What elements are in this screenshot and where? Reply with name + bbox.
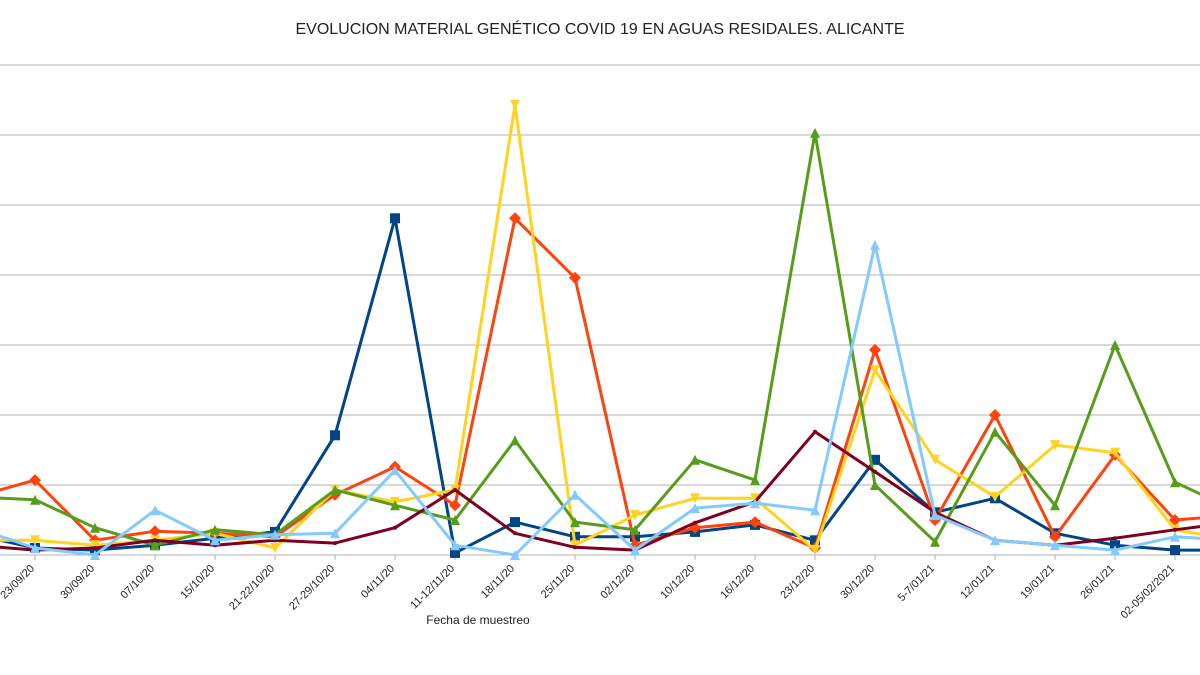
point bbox=[570, 489, 580, 500]
point bbox=[453, 487, 457, 492]
point bbox=[390, 500, 400, 511]
point bbox=[930, 536, 940, 547]
point bbox=[750, 475, 760, 486]
point bbox=[330, 430, 340, 441]
point bbox=[989, 409, 1001, 421]
point bbox=[1170, 477, 1180, 488]
point bbox=[90, 550, 100, 560]
point bbox=[1050, 540, 1060, 551]
point bbox=[630, 510, 640, 521]
point bbox=[990, 426, 1000, 437]
point bbox=[573, 545, 577, 550]
point bbox=[1049, 530, 1061, 543]
point bbox=[693, 520, 697, 525]
point bbox=[449, 499, 461, 512]
point bbox=[690, 493, 700, 504]
point bbox=[810, 535, 820, 546]
point bbox=[509, 212, 521, 225]
point bbox=[810, 505, 820, 516]
point bbox=[1050, 500, 1060, 511]
point bbox=[510, 99, 520, 110]
x-axis-label: Fecha de muestreo bbox=[426, 613, 530, 627]
point bbox=[630, 545, 640, 556]
point bbox=[93, 546, 97, 550]
series bbox=[0, 239, 1200, 560]
point bbox=[333, 541, 337, 546]
point bbox=[990, 535, 1000, 546]
point bbox=[810, 545, 820, 556]
point bbox=[90, 540, 100, 551]
point bbox=[30, 535, 40, 546]
point bbox=[150, 505, 160, 516]
line bbox=[0, 243, 1200, 557]
point bbox=[630, 524, 640, 535]
point bbox=[930, 454, 940, 465]
point bbox=[1110, 545, 1120, 556]
point bbox=[390, 465, 400, 476]
point bbox=[30, 494, 40, 505]
point bbox=[630, 531, 640, 542]
point bbox=[149, 525, 161, 538]
point bbox=[30, 543, 40, 553]
point bbox=[1050, 440, 1060, 451]
point bbox=[150, 540, 160, 551]
point bbox=[1173, 527, 1177, 532]
point bbox=[1110, 340, 1120, 350]
point bbox=[870, 239, 880, 250]
point bbox=[153, 538, 157, 543]
point bbox=[390, 213, 400, 224]
point bbox=[330, 484, 340, 495]
point bbox=[570, 540, 580, 551]
point bbox=[870, 454, 880, 465]
point bbox=[510, 435, 520, 446]
point bbox=[450, 515, 460, 525]
point bbox=[1170, 531, 1180, 542]
point bbox=[870, 480, 880, 490]
point bbox=[450, 547, 460, 558]
point bbox=[1170, 545, 1180, 556]
point bbox=[450, 540, 460, 551]
point bbox=[270, 529, 280, 540]
point bbox=[29, 474, 41, 487]
point bbox=[210, 535, 220, 546]
point bbox=[513, 531, 517, 536]
point bbox=[569, 271, 581, 284]
point bbox=[990, 491, 1000, 502]
point bbox=[873, 469, 877, 474]
point bbox=[570, 517, 580, 528]
point bbox=[510, 517, 520, 528]
point bbox=[1110, 447, 1120, 458]
point bbox=[393, 525, 397, 530]
point bbox=[330, 528, 340, 539]
point bbox=[510, 550, 520, 560]
point bbox=[690, 454, 700, 465]
series bbox=[0, 127, 1200, 551]
point bbox=[210, 524, 220, 535]
point bbox=[869, 343, 881, 356]
point bbox=[750, 498, 760, 509]
point bbox=[749, 516, 761, 529]
point bbox=[930, 510, 940, 521]
point bbox=[810, 127, 820, 138]
point bbox=[90, 522, 100, 533]
point bbox=[1169, 514, 1181, 526]
point bbox=[270, 543, 280, 553]
point bbox=[870, 365, 880, 376]
line bbox=[0, 131, 1200, 547]
point bbox=[690, 503, 700, 514]
line bbox=[0, 216, 1200, 550]
point bbox=[813, 429, 817, 434]
chart-title: EVOLUCION MATERIAL GENÉTICO COVID 19 EN … bbox=[295, 19, 904, 38]
point bbox=[1113, 536, 1117, 541]
